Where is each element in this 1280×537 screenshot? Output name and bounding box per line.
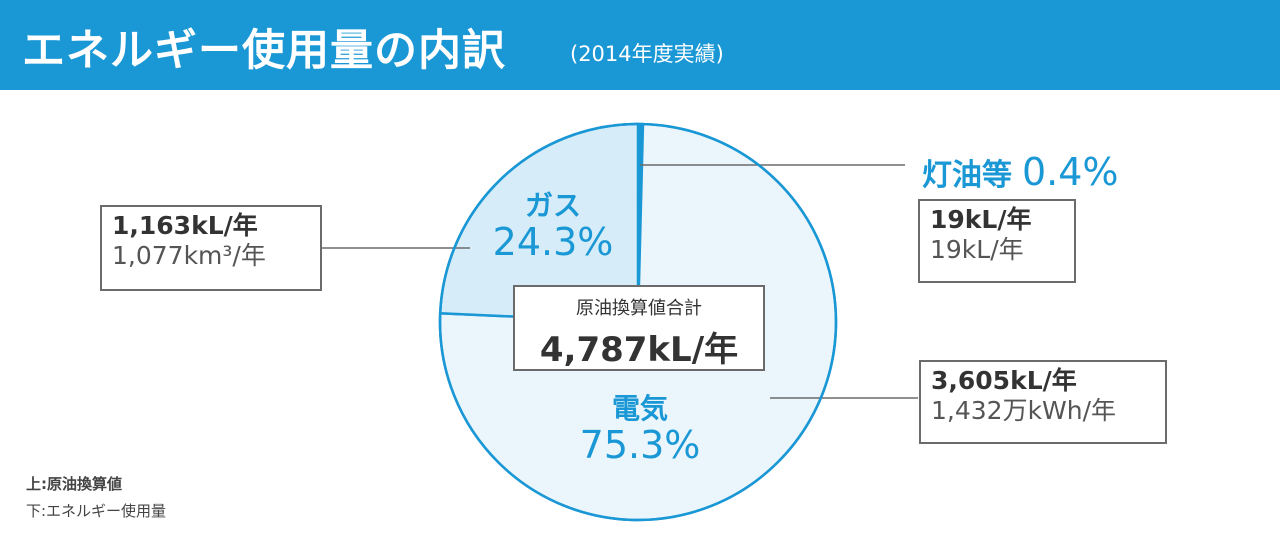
kerosene-name: 灯油等 [922,158,1012,193]
gas-value-box: 1,163kL/年 1,077km³/年 [100,205,322,291]
gas-slice-label: ガス 24.3% [463,189,643,265]
kerosene-crude-equivalent: 19kL/年 [930,205,1032,234]
total-label: 原油換算値合計 [576,298,702,319]
header-bar: エネルギー使用量の内訳 (2014年度実績) [0,0,1280,90]
kerosene-percent: 0.4% [1022,150,1119,194]
electric-usage: 1,432万kWh/年 [931,396,1117,425]
page-subtitle: (2014年度実績) [570,42,724,66]
kerosene-usage: 19kL/年 [930,235,1024,264]
electric-percent: 75.3% [579,423,701,468]
gas-crude-equivalent: 1,163kL/年 [112,211,258,240]
total-box: 原油換算値合計 4,787kL/年 [513,285,765,371]
gas-percent: 24.3% [492,220,614,265]
pie-outline [438,122,838,522]
kerosene-slice-label: 灯油等 0.4% [922,150,1119,194]
gas-name: ガス [524,189,581,222]
legend-note-lower: 下:エネルギー使用量 [26,502,167,520]
total-value: 4,787kL/年 [539,330,739,370]
kerosene-value-box: 19kL/年 19kL/年 [918,199,1076,283]
page-title: エネルギー使用量の内訳 [22,26,506,76]
electric-crude-equivalent: 3,605kL/年 [931,366,1077,395]
electric-slice-label: 電気 75.3% [550,392,730,468]
electric-value-box: 3,605kL/年 1,432万kWh/年 [919,360,1167,444]
gas-usage: 1,077km³/年 [112,241,266,270]
legend-note-upper: 上:原油換算値 [26,475,122,493]
electric-name: 電気 [611,392,668,425]
